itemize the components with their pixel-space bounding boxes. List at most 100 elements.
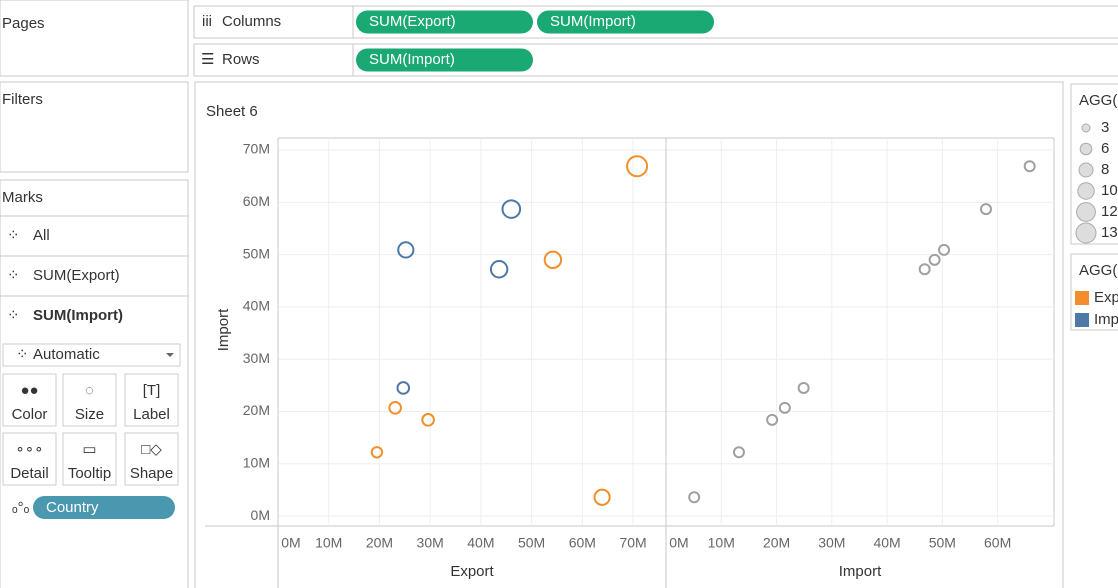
button-icon: ●● [20, 382, 38, 399]
point[interactable] [778, 401, 791, 414]
shelf-pill[interactable] [537, 10, 714, 34]
dropdown-arrow [166, 353, 174, 357]
x-tick-label: 70M [619, 535, 646, 551]
point[interactable] [397, 241, 415, 259]
x-tick-label: 20M [763, 535, 790, 551]
point[interactable] [688, 491, 701, 504]
size-legend-swatch [1077, 182, 1095, 200]
card-icon: ⁘ [7, 307, 20, 324]
size-legend-label: 3 [1101, 119, 1109, 136]
x-tick-label: 30M [818, 535, 845, 551]
point[interactable] [732, 446, 745, 459]
y-tick-label: 0M [251, 507, 270, 523]
marks-card[interactable]: SUM(Export) [33, 267, 120, 284]
country-pill-label: Country [46, 499, 99, 516]
marks-buttons: ●● Color ◌ Size [T] Label ∘∘∘ Detail ▭ Tooltip □◇ S… [2, 373, 179, 486]
size-legend-swatch [1075, 222, 1097, 244]
mark-type-dropdown[interactable] [2, 343, 181, 367]
size-legend-swatch [1076, 202, 1096, 222]
x-tick-label: 0M [281, 535, 300, 551]
filters-title: Filters [2, 91, 43, 108]
point[interactable] [980, 203, 993, 216]
y-tick-label: 60M [243, 193, 270, 209]
y-tick-label: 10M [243, 454, 270, 470]
y-tick-label: 70M [243, 141, 270, 157]
color-legend-title: AGG( [1079, 262, 1117, 279]
columns-label: Columns [222, 13, 281, 30]
marks-card[interactable]: All [33, 227, 50, 244]
rows-icon: ☰ [201, 51, 214, 68]
size-legend-swatch [1079, 142, 1093, 156]
color-legend-label[interactable]: Imp [1094, 311, 1118, 328]
y-axis-title: Import [215, 308, 232, 351]
button-label: Label [133, 406, 170, 423]
mark-button[interactable] [2, 373, 57, 427]
x-tick-label: 10M [708, 535, 735, 551]
point[interactable] [766, 413, 779, 426]
size-legend-title: AGG( [1079, 92, 1117, 109]
button-label: Size [75, 406, 104, 423]
x-tick-label: 0M [669, 535, 688, 551]
button-icon: □◇ [141, 441, 162, 458]
y-tick-label: 30M [243, 350, 270, 366]
card-icon: ⁘ [7, 227, 20, 244]
button-icon: ▭ [82, 441, 96, 458]
point[interactable] [928, 253, 941, 266]
mark-button[interactable] [124, 432, 179, 486]
size-legend-label: 12 [1101, 203, 1118, 220]
button-icon: [T] [143, 382, 161, 399]
point[interactable] [388, 401, 402, 415]
mark-type: Automatic [33, 346, 100, 363]
point[interactable] [1023, 160, 1036, 173]
point[interactable] [396, 381, 411, 395]
size-legend-label: 8 [1101, 161, 1109, 178]
point[interactable] [593, 488, 611, 506]
mark-button[interactable] [2, 432, 57, 486]
x-axis-title: Import [839, 563, 882, 580]
pages-panel [0, 0, 189, 77]
country-pill[interactable] [33, 496, 175, 519]
point[interactable] [626, 155, 649, 178]
plot: Import 0M 10M 20M 30M 40M 50M 60M 70M 0M 10M 20M 30M… [205, 137, 1055, 588]
point[interactable] [501, 199, 522, 219]
shelf-pills: SUM(Export) SUM(Import) SUM(Import) [356, 10, 714, 72]
point[interactable] [938, 243, 951, 256]
x-tick-label: 20M [366, 535, 393, 551]
color-legend-label[interactable]: Exp [1094, 289, 1118, 306]
button-label: Color [12, 406, 48, 423]
shelf-pill[interactable] [356, 48, 533, 72]
button-label: Shape [130, 465, 173, 482]
x-tick-label: 40M [873, 535, 900, 551]
size-legend-label: 13 [1101, 224, 1118, 241]
x-tick-label: 30M [417, 535, 444, 551]
point[interactable] [421, 413, 435, 427]
marks-title: Marks [2, 189, 43, 206]
point[interactable] [543, 250, 563, 270]
pages-title: Pages [2, 15, 45, 32]
point[interactable] [797, 381, 810, 394]
y-tick-label: 40M [243, 298, 270, 314]
point[interactable] [489, 260, 509, 279]
mark-button[interactable] [124, 373, 179, 427]
card-icon: ⁘ [7, 267, 20, 284]
sheet [194, 81, 1064, 588]
x-tick-label: 50M [518, 535, 545, 551]
shelf-pill-label: SUM(Import) [369, 51, 455, 68]
shelf-pill[interactable] [356, 10, 533, 34]
x-tick-label: 60M [569, 535, 596, 551]
mark-button[interactable] [62, 432, 117, 486]
button-icon: ∘∘∘ [15, 441, 43, 458]
x-tick-label: 40M [467, 535, 494, 551]
x-tick-label: 60M [984, 535, 1011, 551]
detail-icon: ₒ°ₒ [12, 499, 30, 516]
point[interactable] [370, 446, 384, 459]
x-axis-title: Export [450, 563, 494, 580]
marks-card[interactable]: SUM(Import) [33, 307, 123, 324]
x-tick-label: 10M [315, 535, 342, 551]
point[interactable] [918, 263, 931, 276]
mark-button[interactable] [62, 373, 117, 427]
filters-panel [0, 81, 189, 173]
icon: ⁘ [16, 346, 29, 363]
